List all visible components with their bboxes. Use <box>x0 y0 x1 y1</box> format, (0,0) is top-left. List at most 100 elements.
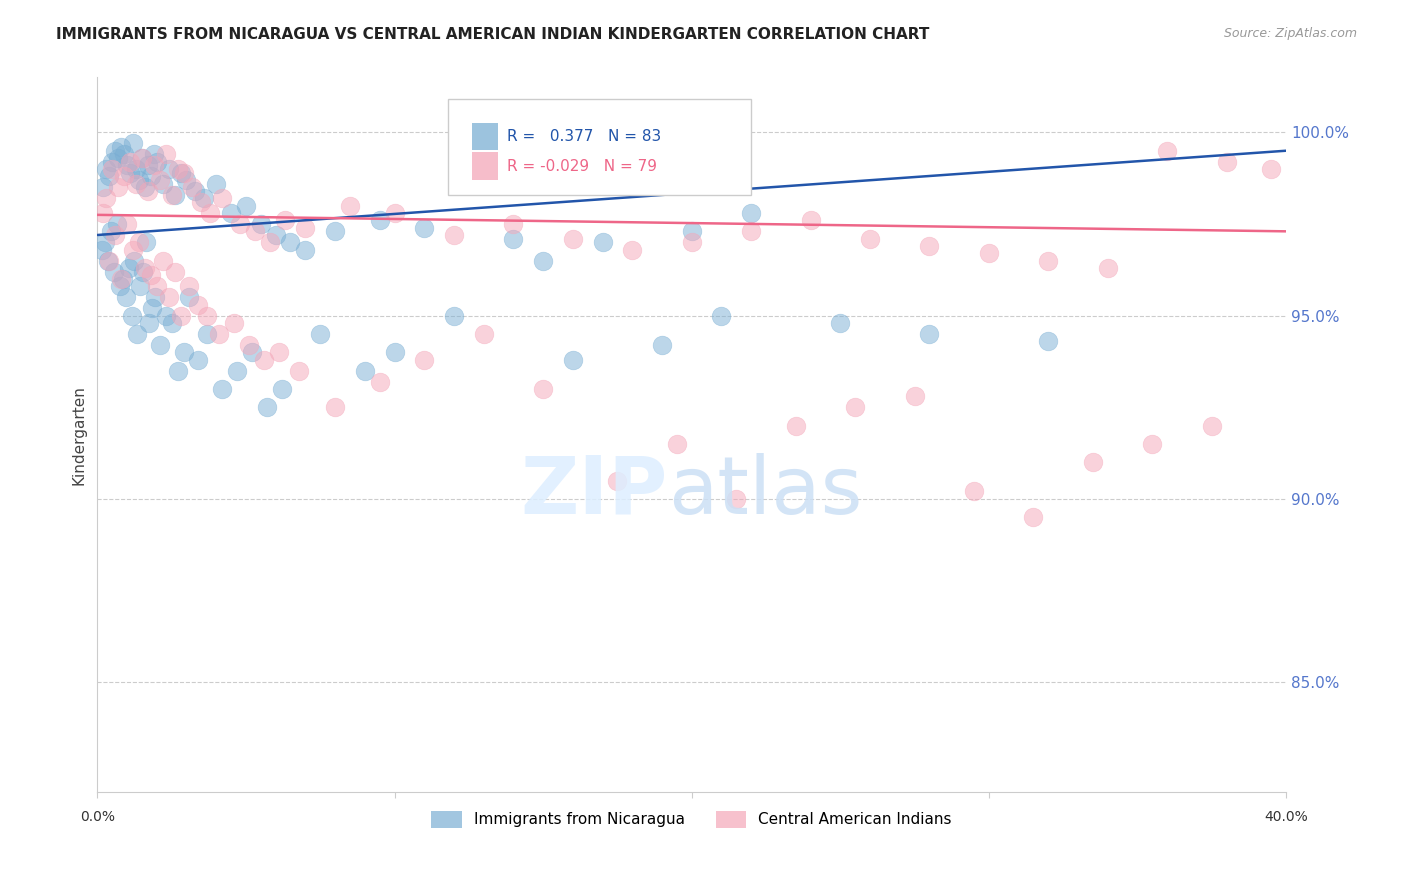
Point <box>710 309 733 323</box>
Bar <box>472 123 498 151</box>
Point <box>136 184 159 198</box>
Point <box>561 352 583 367</box>
Point <box>665 437 688 451</box>
Point <box>101 162 124 177</box>
Point <box>200 206 222 220</box>
Point <box>1215 154 1237 169</box>
Point <box>353 363 375 377</box>
Point <box>339 199 361 213</box>
Point <box>146 154 169 169</box>
Point <box>121 309 143 323</box>
Point <box>169 309 191 323</box>
Point <box>413 352 436 367</box>
Point <box>368 375 391 389</box>
Point <box>222 316 245 330</box>
Text: 0.0%: 0.0% <box>80 810 115 824</box>
Point <box>166 162 188 177</box>
Point <box>208 326 231 341</box>
Point <box>90 243 112 257</box>
Point <box>152 253 174 268</box>
Point <box>181 180 204 194</box>
Text: IMMIGRANTS FROM NICARAGUA VS CENTRAL AMERICAN INDIAN KINDERGARTEN CORRELATION CH: IMMIGRANTS FROM NICARAGUA VS CENTRAL AME… <box>56 27 929 42</box>
Point <box>195 309 218 323</box>
Point <box>110 140 132 154</box>
Point <box>131 151 153 165</box>
Point <box>190 194 212 209</box>
Point <box>115 217 138 231</box>
Point <box>98 169 121 184</box>
Point <box>561 232 583 246</box>
Point <box>122 243 145 257</box>
Point <box>179 279 201 293</box>
Point <box>1038 253 1060 268</box>
Point <box>502 232 524 246</box>
Point <box>309 326 332 341</box>
Point <box>115 158 138 172</box>
Point <box>135 235 157 250</box>
FancyBboxPatch shape <box>449 99 751 195</box>
Point <box>118 166 141 180</box>
Point <box>112 147 135 161</box>
Point <box>443 309 465 323</box>
Point <box>294 220 316 235</box>
Point <box>125 162 148 177</box>
Point <box>592 235 614 250</box>
Point <box>243 224 266 238</box>
Point <box>1201 418 1223 433</box>
Point <box>96 191 118 205</box>
Point <box>606 474 628 488</box>
Point <box>104 227 127 242</box>
Point <box>173 166 195 180</box>
Point <box>146 279 169 293</box>
Text: 40.0%: 40.0% <box>1264 810 1308 824</box>
Point <box>903 389 925 403</box>
Point <box>740 206 762 220</box>
Point <box>918 326 941 341</box>
Point <box>138 316 160 330</box>
Point <box>103 265 125 279</box>
Point <box>127 326 149 341</box>
Point <box>531 253 554 268</box>
Text: ZIP: ZIP <box>520 453 668 531</box>
Point <box>264 227 287 242</box>
Point <box>128 235 150 250</box>
Point <box>187 352 209 367</box>
Point <box>740 224 762 238</box>
Point <box>142 147 165 161</box>
Point <box>384 206 406 220</box>
Text: Source: ZipAtlas.com: Source: ZipAtlas.com <box>1223 27 1357 40</box>
Point <box>1022 510 1045 524</box>
Point <box>143 290 166 304</box>
Point <box>91 206 114 220</box>
Point <box>155 147 177 161</box>
Point <box>122 136 145 151</box>
Point <box>205 177 228 191</box>
Point <box>117 260 139 275</box>
Point <box>124 253 146 268</box>
Y-axis label: Kindergarten: Kindergarten <box>72 384 86 484</box>
Point <box>136 158 159 172</box>
Point <box>219 206 242 220</box>
Point <box>1081 455 1104 469</box>
Point <box>1260 162 1282 177</box>
Point <box>152 177 174 191</box>
Point <box>101 154 124 169</box>
Point <box>235 199 257 213</box>
Point <box>1097 260 1119 275</box>
Point <box>105 217 128 231</box>
Point <box>844 401 866 415</box>
Point <box>288 363 311 377</box>
Point <box>149 173 172 187</box>
Point <box>1038 334 1060 349</box>
Point <box>134 180 156 194</box>
Point <box>273 213 295 227</box>
Point <box>184 184 207 198</box>
Point <box>621 243 644 257</box>
Point <box>94 235 117 250</box>
Point <box>830 316 852 330</box>
Point <box>169 166 191 180</box>
Point <box>249 217 271 231</box>
Point <box>179 290 201 304</box>
Point <box>160 187 183 202</box>
Point <box>114 290 136 304</box>
